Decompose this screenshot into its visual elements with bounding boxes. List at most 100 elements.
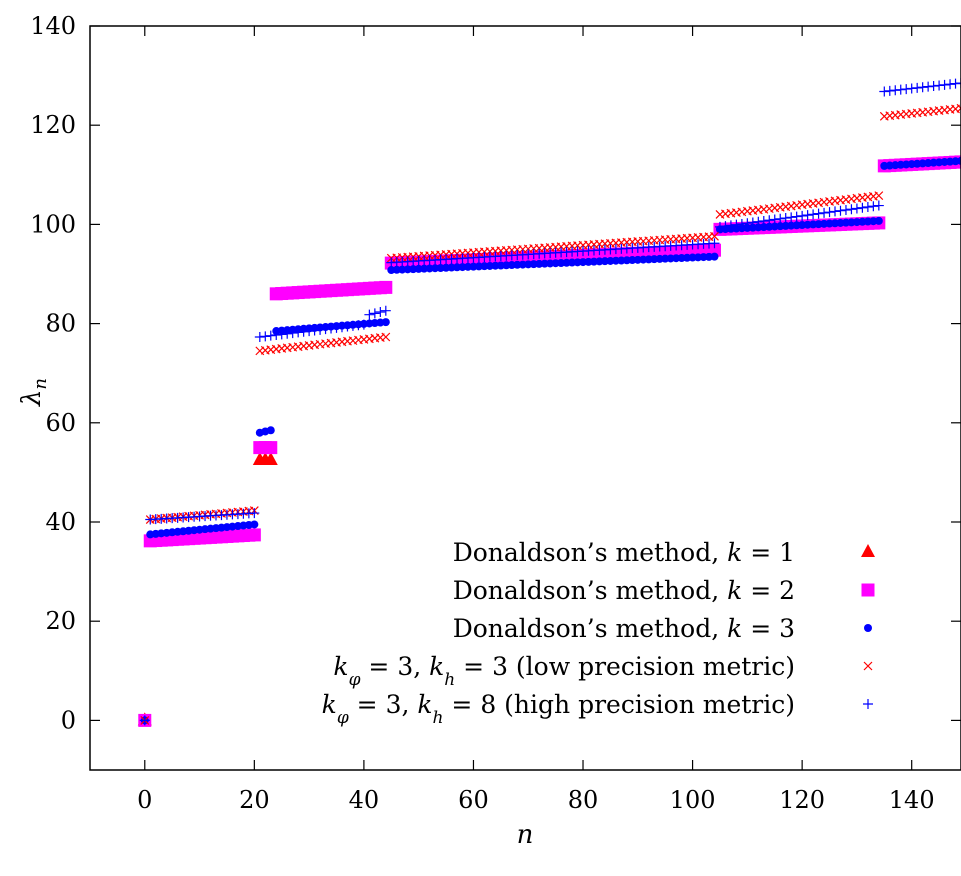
data-point-plus [769, 214, 780, 225]
data-point-plus [304, 326, 315, 337]
data-point-plus [742, 218, 753, 229]
data-point-plus [271, 330, 282, 341]
data-point-plus [791, 211, 802, 222]
data-point-plus [358, 319, 369, 330]
data-point-plus [336, 322, 347, 333]
data-point-plus [912, 82, 923, 93]
data-point-plus [326, 323, 337, 334]
y-tick-label: 0 [61, 706, 76, 734]
data-point-plus [747, 217, 758, 228]
data-point-plus [736, 218, 747, 229]
data-point-plus [956, 78, 961, 89]
data-point-plus [797, 210, 808, 221]
data-point-plus [775, 213, 786, 224]
data-points [137, 78, 961, 727]
data-point-plus [895, 84, 906, 95]
data-point-plus [830, 206, 841, 217]
y-tick-label: 20 [45, 607, 76, 635]
series-1 [137, 452, 278, 726]
legend-entry: Donaldson’s method, k = 1 [453, 538, 875, 567]
data-point-plus [731, 219, 742, 230]
data-point-circle [381, 318, 390, 327]
data-point-plus [840, 204, 851, 215]
data-point-plus [802, 210, 813, 221]
x-tick-label: 100 [670, 786, 716, 814]
data-point-x [381, 332, 391, 342]
svg-text:λn: λn [17, 378, 51, 407]
data-point-plus [901, 84, 912, 95]
x-tick-label: 140 [889, 786, 935, 814]
data-point-square [379, 280, 393, 294]
data-point-plus [725, 220, 736, 231]
series-5 [139, 78, 961, 726]
legend-marker-square [861, 583, 875, 597]
data-point-plus [846, 204, 857, 215]
data-point-plus [906, 83, 917, 94]
x-tick-label: 0 [137, 786, 152, 814]
data-point-circle [710, 252, 719, 261]
data-point-plus [879, 86, 890, 97]
data-point-plus [331, 322, 342, 333]
data-point-triangle [263, 452, 278, 465]
data-point-plus [254, 331, 265, 342]
x-tick-label: 120 [779, 786, 825, 814]
legend-label: kφ = 3, kh = 3 (low precision metric) [333, 652, 795, 690]
y-axis-label: λn [17, 378, 51, 407]
legend-label: kφ = 3, kh = 8 (high precision metric) [322, 690, 795, 728]
legend-marker-plus [863, 699, 873, 709]
legend-marker-circle [864, 624, 872, 632]
data-point-square [264, 441, 278, 455]
legend-label: Donaldson’s method, k = 1 [453, 538, 795, 567]
legend-entry: kφ = 3, kh = 8 (high precision metric) [322, 690, 873, 728]
data-point-plus [276, 329, 287, 340]
data-point-plus [282, 328, 293, 339]
data-point-plus [939, 79, 950, 90]
data-point-plus [287, 328, 298, 339]
data-point-plus [923, 81, 934, 92]
data-point-circle [250, 520, 259, 529]
x-tick-label: 60 [458, 786, 489, 814]
data-point-circle [874, 216, 883, 225]
y-tick-label: 60 [45, 409, 76, 437]
data-point-plus [808, 209, 819, 220]
legend-entry: kφ = 3, kh = 3 (low precision metric) [333, 652, 873, 690]
x-tick-label: 40 [349, 786, 380, 814]
data-point-plus [260, 331, 271, 342]
data-point-plus [857, 202, 868, 213]
y-tick-label: 80 [45, 310, 76, 338]
data-point-plus [139, 715, 150, 726]
data-point-plus [369, 308, 380, 319]
legend-label: Donaldson’s method, k = 2 [453, 576, 795, 605]
x-axis-label: n [517, 820, 534, 850]
data-point-plus [293, 327, 304, 338]
data-point-plus [950, 78, 961, 89]
data-point-plus [851, 203, 862, 214]
data-point-square [247, 528, 261, 542]
data-point-plus [764, 215, 775, 226]
data-point-plus [890, 85, 901, 96]
y-tick-label: 100 [30, 210, 76, 238]
data-point-plus [265, 330, 276, 341]
data-point-plus [862, 202, 873, 213]
legend-marker-x [863, 661, 873, 671]
data-point-plus [709, 238, 720, 249]
data-point-plus [928, 81, 939, 92]
y-tick-label: 120 [30, 111, 76, 139]
data-point-plus [758, 215, 769, 226]
y-tick-label: 40 [45, 508, 76, 536]
x-tick-label: 80 [568, 786, 599, 814]
data-point-plus [819, 207, 830, 218]
data-point-plus [873, 200, 884, 211]
data-point-plus [780, 213, 791, 224]
data-point-plus [380, 305, 391, 316]
data-point-plus [934, 80, 945, 91]
data-point-x [956, 103, 961, 113]
legend: Donaldson’s method, k = 1 Donaldson’s met… [322, 538, 875, 728]
data-point-plus [917, 82, 928, 93]
data-point-plus [813, 208, 824, 219]
data-point-plus [315, 324, 326, 335]
data-point-plus [342, 321, 353, 332]
legend-entry: Donaldson’s method, k = 3 [453, 614, 872, 643]
data-point-plus [786, 212, 797, 223]
